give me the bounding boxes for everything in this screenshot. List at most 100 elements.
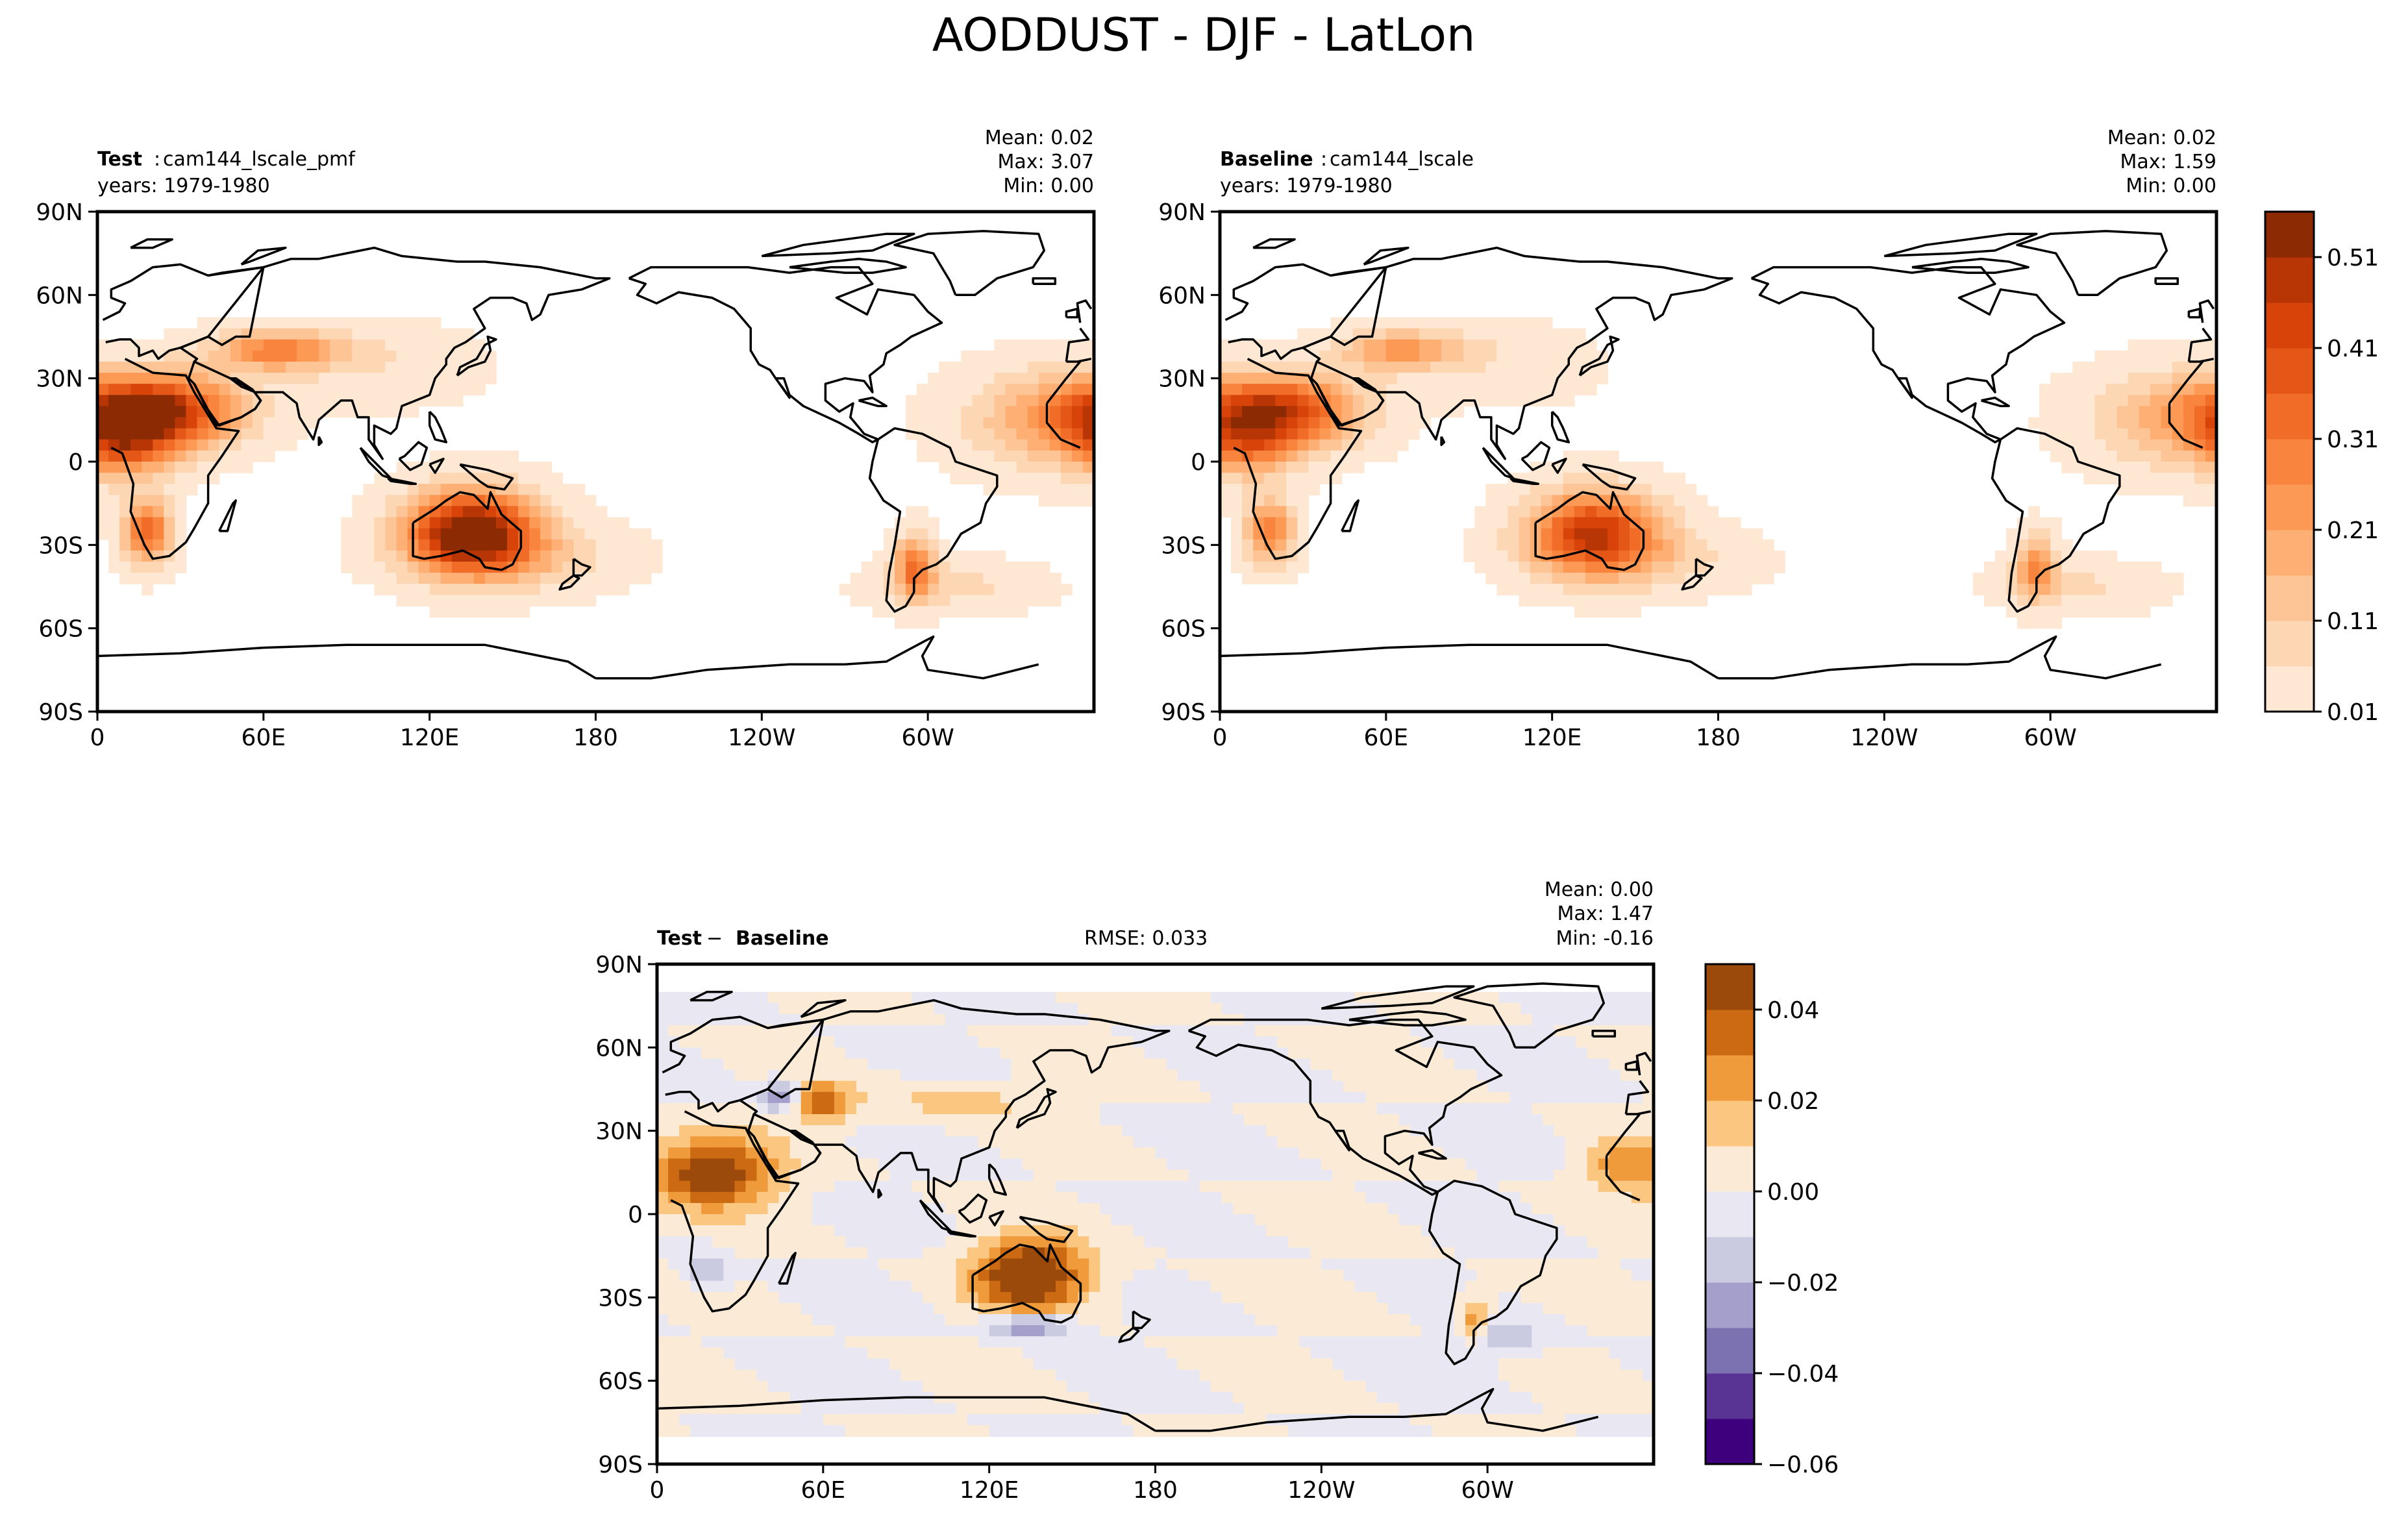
diff-cell xyxy=(934,1136,946,1149)
field-cell xyxy=(263,317,275,329)
diff-cell xyxy=(956,1091,968,1104)
field-cell xyxy=(186,428,198,440)
coastline-28-0 xyxy=(1718,635,2162,680)
field-cell xyxy=(1474,373,1487,384)
diff-cell xyxy=(834,1214,846,1226)
diff-cell xyxy=(845,1214,857,1226)
diff-cell xyxy=(967,1091,979,1104)
diff-cell xyxy=(723,1258,736,1271)
field-cell xyxy=(1574,573,1586,584)
diff-cell xyxy=(1277,1302,1289,1315)
field-cell xyxy=(983,439,995,451)
diff-cell xyxy=(1199,1102,1211,1115)
field-cell xyxy=(1530,584,1542,596)
diff-cell xyxy=(1576,1202,1588,1215)
field-cell xyxy=(130,395,143,407)
field-cell xyxy=(518,584,530,596)
diff-cell xyxy=(945,1069,957,1082)
field-cell xyxy=(2161,350,2173,362)
diff-cell xyxy=(1266,1136,1278,1149)
field-cell xyxy=(108,495,120,507)
field-cell xyxy=(1396,373,1409,384)
diff-cell xyxy=(1011,1314,1023,1326)
diff-cell xyxy=(1642,1225,1654,1237)
field-cell xyxy=(1485,373,1498,384)
field-cell xyxy=(1027,384,1039,396)
diff-cell xyxy=(1310,1158,1322,1171)
field-cell xyxy=(418,517,430,529)
diff-cell xyxy=(1487,1158,1500,1171)
field-cell xyxy=(1441,373,1453,384)
diff-cell xyxy=(967,1258,979,1271)
diff-cell xyxy=(1144,1047,1156,1060)
field-cell xyxy=(2050,573,2063,584)
field-cell xyxy=(2128,462,2140,473)
field-cell xyxy=(252,439,264,451)
field-cell xyxy=(961,450,973,462)
field-cell xyxy=(1385,439,1398,451)
diff-cell xyxy=(1100,1247,1112,1260)
field-cell xyxy=(2039,584,2051,596)
diff-cell xyxy=(1277,1091,1289,1104)
diff-cell xyxy=(1078,1014,1089,1026)
diff-cell xyxy=(1387,1080,1400,1093)
diff-cell xyxy=(1321,1025,1334,1037)
diff-cell xyxy=(1631,1080,1643,1093)
diff-cell xyxy=(1354,1102,1367,1115)
diff-cell xyxy=(1243,1180,1256,1193)
diff-cell xyxy=(1343,1258,1356,1271)
diff-cell xyxy=(867,1269,879,1282)
diff-cell xyxy=(1299,1147,1311,1160)
diff-cell xyxy=(1089,1147,1101,1160)
diff-cell xyxy=(1565,1247,1577,1260)
diff-cell xyxy=(823,1069,835,1082)
diff-cell xyxy=(1133,1114,1145,1126)
diff-cell xyxy=(1100,1314,1112,1326)
field-cell xyxy=(1363,428,1376,440)
diff-cell xyxy=(1576,1002,1588,1015)
field-cell xyxy=(2028,606,2040,618)
field-cell xyxy=(97,395,109,407)
field-cell xyxy=(142,528,154,540)
diff-cell xyxy=(945,1202,957,1215)
diff-cell xyxy=(1078,1102,1089,1115)
diff-cell xyxy=(912,1136,924,1149)
diff-cell xyxy=(668,1180,680,1193)
diff-cell xyxy=(1587,1247,1599,1260)
diff-cell xyxy=(1532,1291,1544,1304)
field-cell xyxy=(1286,484,1298,496)
diff-cell xyxy=(679,1258,691,1271)
field-cell xyxy=(950,550,962,562)
field-cell xyxy=(374,584,386,596)
diff-cell xyxy=(734,1258,747,1271)
diff-cell xyxy=(745,1047,758,1060)
diff-cell xyxy=(1166,1269,1178,1282)
diff-cell xyxy=(945,1258,957,1271)
field-cell xyxy=(994,384,1006,396)
diff-cell xyxy=(1365,1002,1378,1015)
seq-cbar-swatch xyxy=(2265,530,2314,576)
diff-cell xyxy=(900,1114,913,1126)
diff-cell xyxy=(657,1258,669,1271)
field-cell xyxy=(1341,462,1354,473)
field-cell xyxy=(1038,373,1050,384)
diff-cell xyxy=(712,1080,725,1093)
diff-cell xyxy=(1409,1025,1422,1037)
field-cell xyxy=(950,417,962,429)
diff-cell xyxy=(1210,1236,1223,1249)
diff-cell xyxy=(1266,1214,1278,1226)
field-cell xyxy=(1696,495,1708,507)
field-cell xyxy=(1374,395,1387,407)
diff-cell xyxy=(767,1225,780,1237)
field-cell xyxy=(119,473,131,484)
diff-cell xyxy=(1321,1236,1334,1249)
diff-cell xyxy=(1155,1102,1167,1115)
diff-cell xyxy=(856,1258,868,1271)
field-cell xyxy=(164,428,176,440)
diff-cell xyxy=(1387,1258,1400,1271)
diff-cell xyxy=(978,1269,990,1282)
diff-cell xyxy=(767,1047,780,1060)
field-cell xyxy=(175,473,187,484)
field-cell xyxy=(1396,395,1409,407)
field-cell xyxy=(1220,495,1232,507)
